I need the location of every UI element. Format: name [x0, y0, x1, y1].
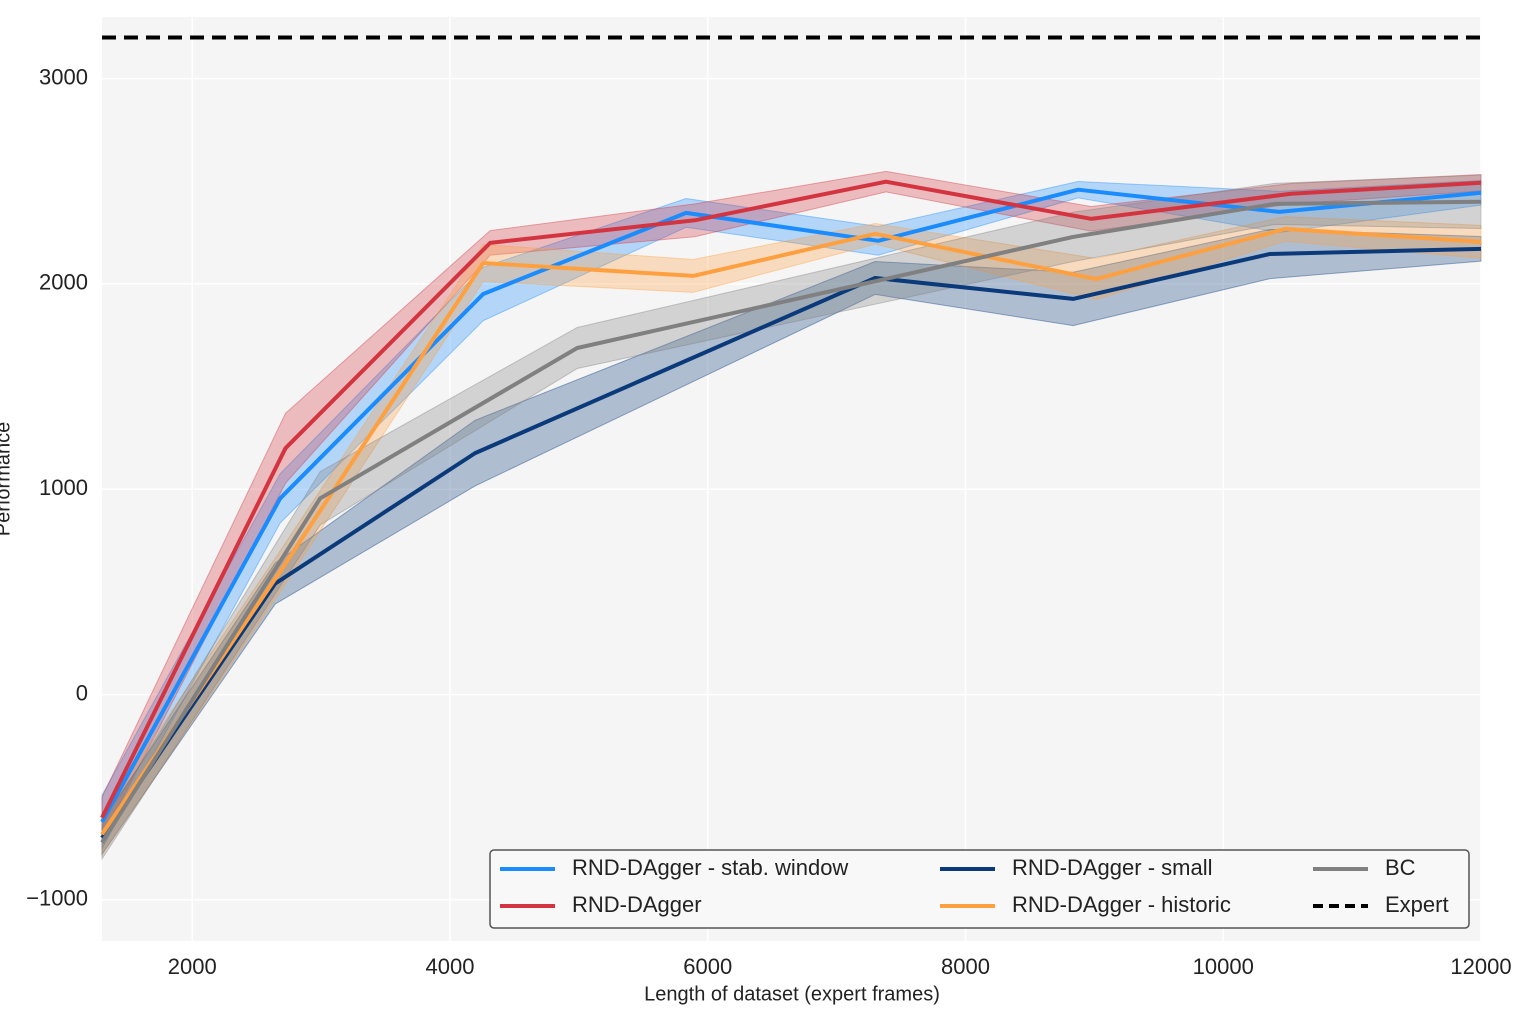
x-tick-label: 8000	[941, 954, 990, 979]
line	[100, 179, 1482, 819]
error-band	[101, 179, 1482, 849]
x-tick-label: 10000	[1193, 954, 1254, 979]
y-tick-label: 1000	[39, 475, 88, 500]
x-tick-label: 12000	[1450, 954, 1511, 979]
legend-label: RND-DAgger - stab. window	[572, 855, 848, 880]
error-band	[101, 174, 1482, 861]
y-tick-label: 3000	[39, 64, 88, 89]
x-axis-label: Length of dataset (expert frames)	[644, 983, 940, 1005]
legend-label: RND-DAgger - historic	[1012, 892, 1231, 917]
legend	[489, 849, 1470, 929]
x-tick-label: 4000	[425, 954, 474, 979]
error-band	[101, 228, 1482, 856]
x-tick-label: 6000	[683, 954, 732, 979]
legend-label: BC	[1385, 855, 1416, 880]
line	[100, 246, 1482, 840]
y-axis-label: Performance	[0, 422, 14, 537]
error-band	[101, 170, 1482, 839]
legend-label: Expert	[1385, 892, 1449, 917]
line	[100, 199, 1482, 844]
plot-area	[102, 17, 1481, 941]
y-tick-label: 0	[76, 680, 88, 705]
x-tick-label: 2000	[168, 954, 217, 979]
legend-label: RND-DAgger	[572, 892, 702, 917]
legend-label: RND-DAgger - small	[1012, 855, 1212, 880]
y-tick-label: −1000	[26, 886, 88, 911]
error-band	[101, 216, 1482, 857]
y-tick-label: 2000	[39, 270, 88, 295]
line	[100, 226, 1482, 836]
